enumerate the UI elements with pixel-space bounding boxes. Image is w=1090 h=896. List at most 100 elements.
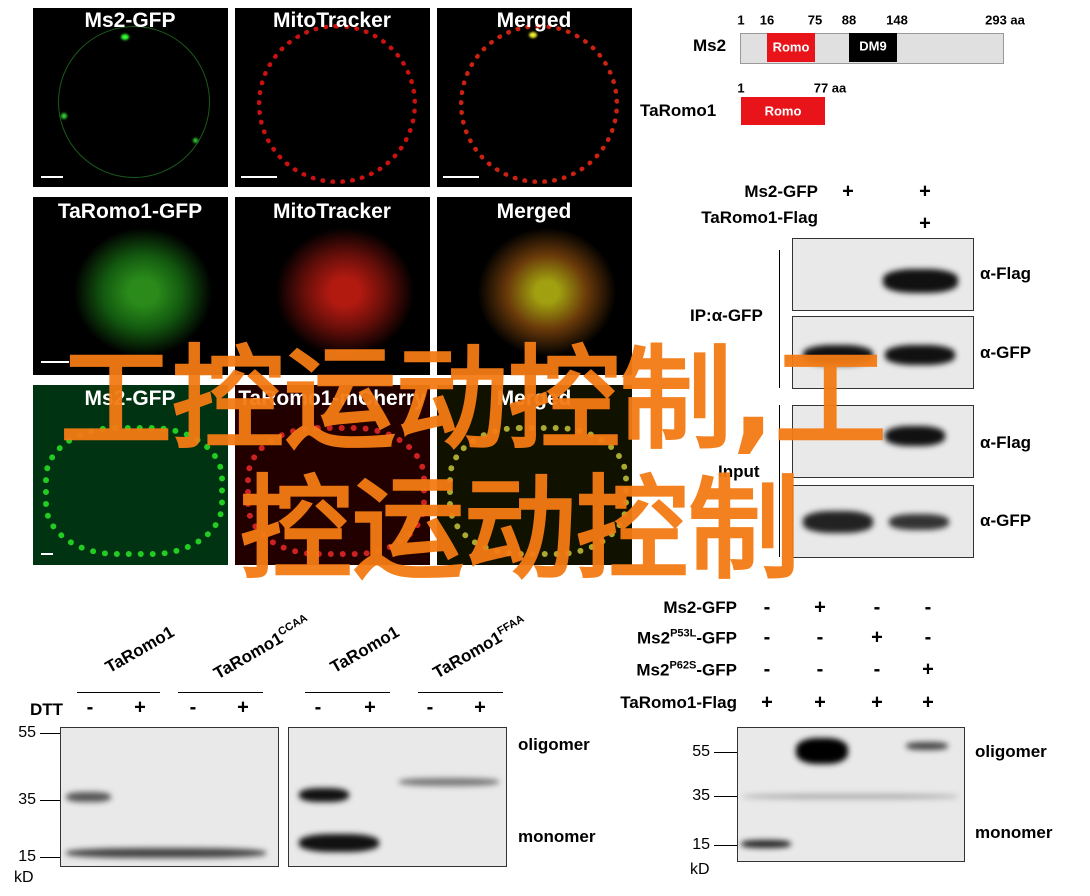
sign: - bbox=[924, 596, 932, 619]
blot bbox=[792, 485, 974, 558]
bracket bbox=[779, 250, 780, 388]
sign: - bbox=[426, 696, 434, 719]
position-label: 293 aa bbox=[985, 12, 1025, 28]
sign: + bbox=[814, 691, 826, 714]
protein-name: TaRomo1 bbox=[640, 101, 717, 120]
panel-title: TaRomo1-mCherry bbox=[238, 387, 426, 410]
group-label: Input bbox=[718, 462, 760, 481]
micrograph bbox=[437, 197, 632, 375]
position-label: 1 bbox=[737, 80, 745, 96]
micrograph bbox=[235, 385, 430, 565]
band-label: oligomer bbox=[975, 742, 1047, 761]
label-text: Ms2 bbox=[636, 660, 670, 680]
superscript: P53L bbox=[670, 627, 697, 640]
label-text: Ms2 bbox=[637, 628, 671, 648]
watermark: 控运动控制 bbox=[240, 465, 800, 595]
micrograph bbox=[235, 8, 430, 187]
micrograph bbox=[235, 197, 430, 375]
sign: - bbox=[763, 658, 771, 681]
panel-title: Ms2-GFP bbox=[84, 9, 176, 32]
panel-title: MitoTracker bbox=[273, 200, 391, 223]
group-label: IP:α-GFP bbox=[690, 306, 763, 325]
micrograph bbox=[33, 385, 228, 565]
marker-tick bbox=[40, 800, 60, 801]
panel-title: Ms2-GFP bbox=[84, 387, 176, 410]
sign: - bbox=[189, 696, 197, 719]
domain-label: Romo bbox=[772, 39, 810, 55]
label-text: TaRomo1 bbox=[429, 627, 506, 683]
position-label: 1 bbox=[737, 12, 745, 28]
sign: - bbox=[816, 626, 824, 649]
bracket bbox=[779, 405, 780, 557]
row-label: Ms2-GFP bbox=[663, 598, 737, 618]
sign: - bbox=[314, 696, 322, 719]
sign: + bbox=[134, 696, 146, 719]
unit-label: kD bbox=[690, 861, 710, 878]
lane-label: TaRomo1FFAA bbox=[429, 613, 530, 683]
label-text: -GFP bbox=[696, 628, 737, 648]
blot bbox=[792, 316, 974, 389]
lane-label: TaRomo1 bbox=[102, 622, 178, 677]
underline bbox=[418, 692, 503, 693]
blot bbox=[792, 238, 974, 311]
lane-label: TaRomo1 bbox=[327, 622, 403, 677]
panel-title: MitoTracker bbox=[273, 9, 391, 32]
panel-title: TaRomo1-GFP bbox=[57, 200, 203, 223]
sign: - bbox=[924, 626, 932, 649]
sign: + bbox=[814, 596, 826, 619]
sign: - bbox=[873, 596, 881, 619]
underline bbox=[77, 692, 160, 693]
protein-name: Ms2 bbox=[693, 36, 727, 55]
micrograph bbox=[33, 197, 228, 375]
micrograph bbox=[437, 385, 632, 565]
position-label: 88 bbox=[841, 12, 857, 28]
label-text: Ms2-GFP bbox=[663, 598, 737, 617]
superscript: P62S bbox=[669, 659, 697, 672]
marker-label: 55 bbox=[692, 743, 710, 760]
sign: + bbox=[919, 180, 931, 203]
sign: - bbox=[816, 658, 824, 681]
sign: + bbox=[761, 691, 773, 714]
sign: + bbox=[919, 212, 931, 235]
sign: + bbox=[871, 626, 883, 649]
marker-tick bbox=[40, 733, 60, 734]
position-label: 77 aa bbox=[813, 80, 847, 96]
sign: + bbox=[922, 691, 934, 714]
blot bbox=[60, 727, 279, 867]
panel-title: Merged bbox=[496, 9, 572, 32]
blot bbox=[288, 727, 507, 867]
row-label: Ms2-GFP bbox=[744, 182, 818, 201]
sign: - bbox=[86, 696, 94, 719]
marker-label: 35 bbox=[692, 787, 710, 804]
band-label: oligomer bbox=[518, 735, 590, 754]
label-text: TaRomo1 bbox=[102, 622, 178, 677]
sign: + bbox=[922, 658, 934, 681]
sign: + bbox=[237, 696, 249, 719]
marker-tick bbox=[714, 845, 737, 846]
lane-label: TaRomo1CCAA bbox=[210, 612, 314, 684]
micrograph bbox=[33, 8, 228, 187]
antibody-label: α-Flag bbox=[980, 433, 1032, 452]
label-text: TaRomo1 bbox=[327, 622, 403, 677]
panel-title: Merged bbox=[496, 387, 572, 410]
marker-label: 15 bbox=[18, 848, 36, 865]
sign: + bbox=[474, 696, 486, 719]
sign: - bbox=[763, 596, 771, 619]
position-label: 16 bbox=[759, 12, 775, 28]
domain-box bbox=[741, 97, 825, 125]
sign: + bbox=[871, 691, 883, 714]
domain-label: Romo bbox=[764, 103, 802, 119]
sign: - bbox=[763, 626, 771, 649]
panel-title: Merged bbox=[496, 200, 572, 223]
marker-label: 35 bbox=[18, 791, 36, 808]
sign: + bbox=[364, 696, 376, 719]
marker-tick bbox=[714, 752, 737, 753]
band-label: monomer bbox=[518, 827, 596, 846]
micrograph bbox=[437, 8, 632, 187]
blot bbox=[737, 727, 965, 862]
label-text: TaRomo1-Flag bbox=[620, 693, 737, 712]
sign: + bbox=[842, 180, 854, 203]
sign: - bbox=[873, 658, 881, 681]
domain-box bbox=[849, 33, 897, 62]
